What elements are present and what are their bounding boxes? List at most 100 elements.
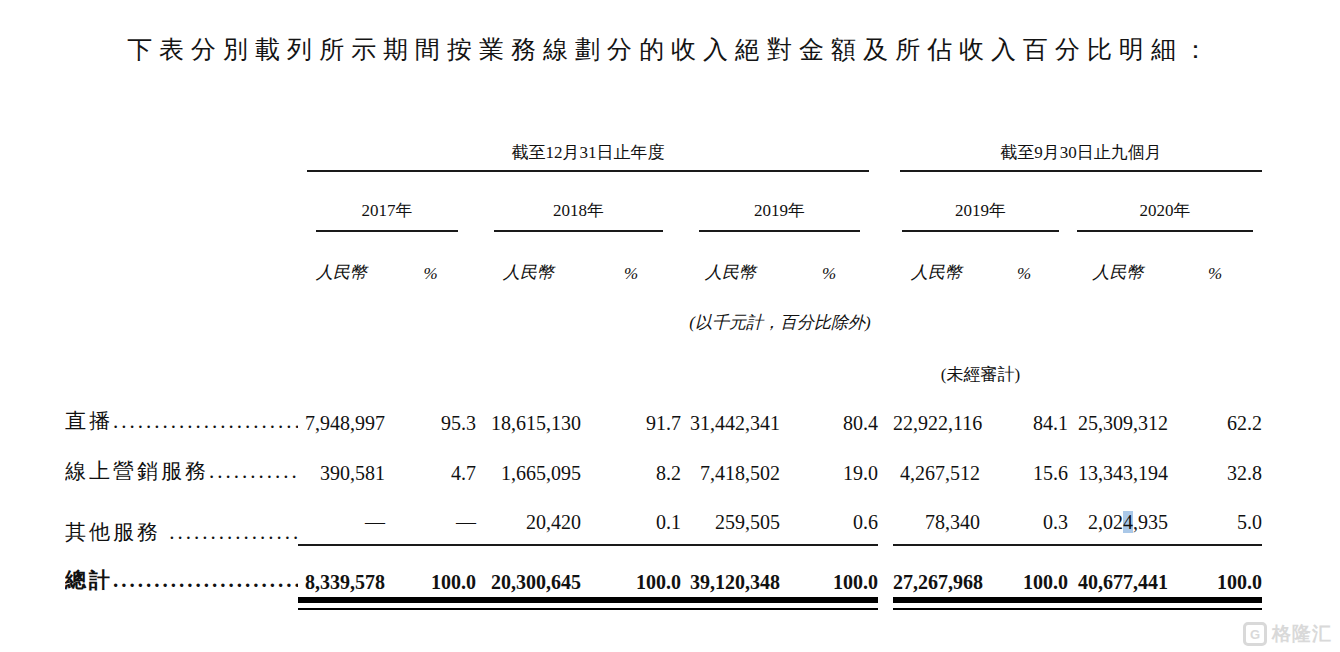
double-rule [581, 597, 681, 610]
cell-other-2019-pct: 0.6 [780, 485, 878, 546]
cell-total-9m2020-pct: 100.0 [1168, 546, 1262, 610]
column-spacer [878, 334, 893, 386]
highlight-before: 2,02 [1088, 511, 1123, 533]
period-header-nine-months-label: 截至9月30日止九個月 [1000, 143, 1162, 162]
unaudited-note-row: (未經審計) [65, 334, 1262, 386]
column-spacer [878, 232, 893, 284]
cell-other-9m2020-rmb: 2,024,935 [1068, 485, 1168, 546]
cell-marketing-2018-rmb: 1,665,095 [476, 435, 581, 485]
column-spacer [878, 386, 893, 435]
cell-total-2019-rmb: 39,120,348 [681, 546, 780, 610]
selected-digit: 4 [1123, 511, 1133, 533]
cell-marketing-9m2020-rmb: 13,343,194 [1068, 435, 1168, 485]
cell-other-9m2020-pct: 5.0 [1168, 485, 1262, 546]
row-label-total: 總計......................... [65, 546, 298, 610]
gelonghui-watermark: G 格隆汇 [1243, 621, 1332, 647]
cell-total-2018-pct: 100.0 [581, 546, 681, 610]
cell-other-9m2019-rmb: 78,340 [893, 485, 980, 546]
table-row-online-marketing: 線上營銷服務................... 390,581 4.7 1,… [65, 435, 1262, 485]
double-rule [385, 597, 476, 610]
page-title: 下表分別載列所示期間按業務線劃分的收入絕對金額及所佔收入百分比明細： [127, 33, 1215, 66]
dot-leader: ................... [209, 459, 298, 483]
cell-live-2017-rmb: 7,948,997 [298, 386, 385, 435]
dot-leader: ...................... [161, 520, 298, 544]
period-header-annual: 截至12月31日止年度 [298, 135, 878, 172]
cell-other-9m2019-pct: 0.3 [980, 485, 1068, 546]
year-header-9m2020: 2020年 [1068, 172, 1262, 232]
cell-marketing-2017-pct: 4.7 [385, 435, 476, 485]
year-header-2017: 2017年 [298, 172, 476, 232]
empty-cell [65, 334, 298, 386]
empty-cell [65, 172, 298, 232]
cell-other-2017-rmb: — [298, 485, 385, 546]
subheader-rmb-2018: 人民幣 [476, 232, 581, 284]
subheader-pct-9m2020: % [1168, 232, 1262, 284]
subheader-pct-2018: % [581, 232, 681, 284]
subheader-rmb-2019: 人民幣 [681, 232, 780, 284]
cell-live-9m2019-rmb: 22,922,116 [893, 386, 980, 435]
cell-total-9m2020-rmb: 40,677,441 [1068, 546, 1168, 610]
cell-other-2018-pct: 0.1 [581, 485, 681, 546]
table-row-other-services: 其他服務 ...................... — — 20,420 0… [65, 485, 1262, 546]
double-rule [681, 597, 780, 610]
year-header-2019: 2019年 [681, 172, 878, 232]
row-label-live-streaming: 直播......................... [65, 386, 298, 435]
row-label-online-marketing: 線上營銷服務................... [65, 435, 298, 485]
column-spacer [878, 135, 893, 172]
subheader-pct-2017: % [385, 232, 476, 284]
cell-live-2019-rmb: 31,442,341 [681, 386, 780, 435]
column-spacer [878, 435, 893, 485]
period-header-annual-label: 截至12月31日止年度 [512, 143, 665, 162]
double-rule [298, 597, 385, 610]
empty-cell [298, 334, 878, 386]
subheader-pct-9m2019: % [980, 232, 1068, 284]
unaudited-note: (未經審計) [893, 334, 1068, 386]
period-header-row: 截至12月31日止年度 截至9月30日止九個月 [65, 135, 1262, 172]
column-spacer [878, 546, 893, 610]
cell-other-2019-rmb: 259,505 [681, 485, 780, 546]
period-header-nine-months: 截至9月30日止九個月 [893, 135, 1262, 172]
double-rule [980, 597, 1068, 610]
column-spacer [878, 485, 893, 546]
subheader-rmb-2017: 人民幣 [298, 232, 385, 284]
cell-live-9m2020-rmb: 25,309,312 [1068, 386, 1168, 435]
empty-cell [65, 284, 298, 334]
cell-live-9m2020-pct: 62.2 [1168, 386, 1262, 435]
cell-marketing-9m2020-pct: 32.8 [1168, 435, 1262, 485]
cell-total-2019-pct: 100.0 [780, 546, 878, 610]
cell-marketing-9m2019-pct: 15.6 [980, 435, 1068, 485]
column-spacer [878, 172, 893, 232]
highlight-after: ,935 [1133, 511, 1168, 533]
dot-leader: ......................... [113, 409, 298, 433]
subcolumn-header-row: 人民幣 % 人民幣 % 人民幣 % 人民幣 % 人民幣 % [65, 232, 1262, 284]
cell-total-2018-rmb: 20,300,645 [476, 546, 581, 610]
empty-cell [65, 232, 298, 284]
year-header-9m2019: 2019年 [893, 172, 1068, 232]
watermark-text: 格隆汇 [1272, 621, 1332, 647]
row-label-other-services: 其他服務 ...................... [65, 485, 298, 546]
double-rule [780, 597, 878, 610]
subheader-pct-2019: % [780, 232, 878, 284]
prospectus-page: 下表分別載列所示期間按業務線劃分的收入絕對金額及所佔收入百分比明細： 截至12月… [0, 0, 1340, 652]
cell-other-2018-rmb: 20,420 [476, 485, 581, 546]
unit-note-row: (以千元計，百分比除外) [65, 284, 1262, 334]
cell-total-9m2019-pct: 100.0 [980, 546, 1068, 610]
empty-cell [1068, 334, 1262, 386]
double-rule [893, 597, 980, 610]
cell-total-2017-rmb: 8,339,578 [298, 546, 385, 610]
cell-total-2017-pct: 100.0 [385, 546, 476, 610]
cell-marketing-2018-pct: 8.2 [581, 435, 681, 485]
table-row-total: 總計......................... 8,339,578 10… [65, 546, 1262, 610]
revenue-breakdown-table: 截至12月31日止年度 截至9月30日止九個月 2017年 2018年 2019… [65, 135, 1262, 610]
year-header-2018: 2018年 [476, 172, 681, 232]
double-rule [476, 597, 581, 610]
cell-marketing-2019-pct: 19.0 [780, 435, 878, 485]
cell-live-9m2019-pct: 84.1 [980, 386, 1068, 435]
cell-marketing-2017-rmb: 390,581 [298, 435, 385, 485]
table-row-live-streaming: 直播......................... 7,948,997 95… [65, 386, 1262, 435]
cell-marketing-2019-rmb: 7,418,502 [681, 435, 780, 485]
empty-cell [65, 135, 298, 172]
double-rule [1068, 597, 1168, 610]
year-header-row: 2017年 2018年 2019年 2019年 2020年 [65, 172, 1262, 232]
cell-live-2018-rmb: 18,615,130 [476, 386, 581, 435]
